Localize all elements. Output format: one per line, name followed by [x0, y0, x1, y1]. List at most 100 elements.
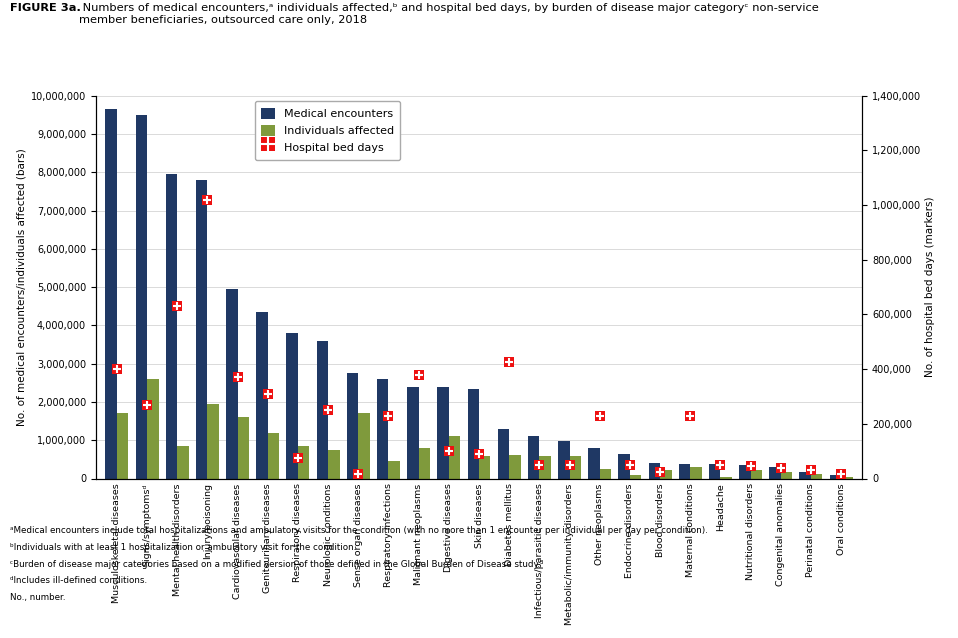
Text: No., number.: No., number.	[10, 593, 65, 602]
Text: ᵈIncludes ill-defined conditions.: ᵈIncludes ill-defined conditions.	[10, 576, 147, 585]
Point	[713, 460, 728, 470]
Point	[170, 301, 185, 311]
Bar	[226, 289, 238, 478]
Bar	[479, 456, 490, 478]
Bar	[528, 436, 539, 478]
Point	[622, 460, 637, 470]
Bar	[600, 469, 611, 478]
Point	[652, 466, 668, 477]
Y-axis label: No. of medical encounters/individuals affected (bars): No. of medical encounters/individuals af…	[16, 148, 27, 426]
Point	[230, 372, 245, 382]
Point	[200, 195, 216, 205]
Point	[442, 446, 457, 456]
Point	[713, 460, 728, 470]
Bar	[257, 312, 268, 478]
Y-axis label: No. of hospital bed days (markers): No. of hospital bed days (markers)	[925, 197, 935, 377]
Bar	[660, 470, 672, 478]
Bar	[196, 180, 208, 478]
Point	[290, 453, 306, 463]
Bar	[317, 341, 329, 478]
Point	[230, 372, 245, 382]
Point	[321, 405, 336, 415]
Point	[170, 301, 185, 311]
Point	[351, 470, 366, 480]
Point	[773, 463, 788, 473]
Bar	[358, 413, 370, 478]
Bar	[238, 417, 249, 478]
Point	[532, 460, 547, 470]
Bar	[709, 464, 720, 478]
Text: FIGURE 3a.: FIGURE 3a.	[10, 3, 80, 13]
Bar	[177, 446, 189, 478]
Bar	[148, 379, 159, 478]
Bar	[419, 448, 430, 478]
Bar	[769, 467, 781, 478]
Point	[592, 410, 607, 420]
Bar	[830, 475, 841, 478]
Bar	[619, 454, 629, 478]
Bar	[588, 448, 600, 478]
Bar	[449, 436, 460, 478]
Point	[682, 410, 697, 420]
Point	[803, 465, 818, 475]
Bar	[539, 456, 551, 478]
Bar	[498, 429, 509, 478]
Point	[501, 357, 516, 367]
Bar	[810, 474, 822, 478]
Legend: Medical encounters, Individuals affected, Hospital bed days: Medical encounters, Individuals affected…	[255, 101, 400, 160]
Bar	[468, 389, 479, 478]
Point	[381, 410, 397, 420]
Text: ᶜBurden of disease major categories based on a modified version of those defined: ᶜBurden of disease major categories base…	[10, 560, 543, 568]
Bar	[799, 472, 810, 478]
Text: Numbers of medical encounters,ᵃ individuals affected,ᵇ and hospital bed days, by: Numbers of medical encounters,ᵃ individu…	[79, 3, 818, 25]
Point	[290, 453, 306, 463]
Bar	[117, 413, 128, 478]
Point	[471, 449, 487, 459]
Bar	[208, 404, 219, 478]
Point	[471, 449, 487, 459]
Point	[561, 460, 577, 470]
Bar	[268, 433, 279, 478]
Point	[833, 470, 849, 480]
Bar	[841, 477, 853, 478]
Bar	[347, 373, 358, 478]
Point	[109, 364, 125, 375]
Bar	[166, 174, 177, 478]
Point	[682, 410, 697, 420]
Point	[803, 465, 818, 475]
Bar	[569, 456, 581, 478]
Point	[140, 399, 155, 410]
Point	[381, 410, 397, 420]
Bar	[286, 333, 298, 478]
Point	[442, 446, 457, 456]
Point	[561, 460, 577, 470]
Point	[261, 389, 276, 399]
Bar	[509, 455, 520, 478]
Point	[742, 461, 758, 471]
Bar	[739, 466, 750, 478]
Point	[261, 389, 276, 399]
Bar	[679, 464, 690, 478]
Bar	[298, 446, 309, 478]
Text: ᵃMedical encounters include total hospitalizations and ambulatory visits for the: ᵃMedical encounters include total hospit…	[10, 526, 707, 535]
Bar	[377, 379, 389, 478]
Bar	[649, 463, 660, 478]
Point	[411, 369, 426, 380]
Point	[532, 460, 547, 470]
Point	[501, 357, 516, 367]
Bar	[105, 109, 117, 478]
Point	[200, 195, 216, 205]
Text: ᵇIndividuals with at least 1 hospitalization or ambulatory visit for the conditi: ᵇIndividuals with at least 1 hospitaliza…	[10, 543, 355, 552]
Bar	[329, 450, 339, 478]
Point	[652, 466, 668, 477]
Point	[321, 405, 336, 415]
Bar	[136, 115, 148, 478]
Point	[140, 399, 155, 410]
Point	[109, 364, 125, 375]
Bar	[781, 472, 792, 478]
Bar	[438, 387, 449, 478]
Point	[351, 470, 366, 480]
Point	[622, 460, 637, 470]
Point	[592, 410, 607, 420]
Bar	[720, 477, 732, 478]
